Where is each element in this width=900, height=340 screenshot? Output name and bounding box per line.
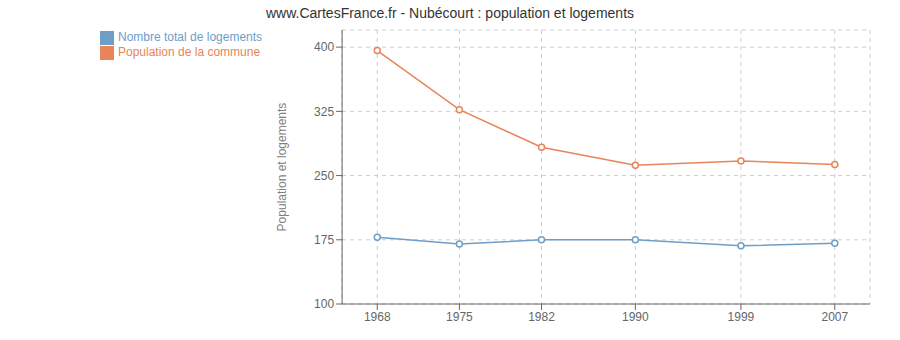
svg-text:1968: 1968 (364, 310, 391, 324)
svg-text:100: 100 (314, 297, 334, 311)
svg-text:400: 400 (314, 40, 334, 54)
svg-text:1975: 1975 (446, 310, 473, 324)
svg-text:2007: 2007 (821, 310, 848, 324)
html-text:Population de la commune: Population de la commune (118, 44, 261, 59)
svg-text:1990: 1990 (622, 310, 649, 324)
svg-text:1999: 1999 (728, 310, 755, 324)
svg-text:325: 325 (314, 105, 334, 119)
svg-text:175: 175 (314, 233, 334, 247)
svg-text:250: 250 (314, 169, 334, 183)
html-text:Nombre total de logements: Nombre total de logements (118, 30, 263, 44)
svg-text:Population et logements: Population et logements (275, 103, 289, 232)
html-text:www.CartesFrance.fr - Nubécour: www.CartesFrance.fr - Nubécourt : popula… (266, 5, 634, 21)
svg-text:1982: 1982 (528, 310, 555, 324)
